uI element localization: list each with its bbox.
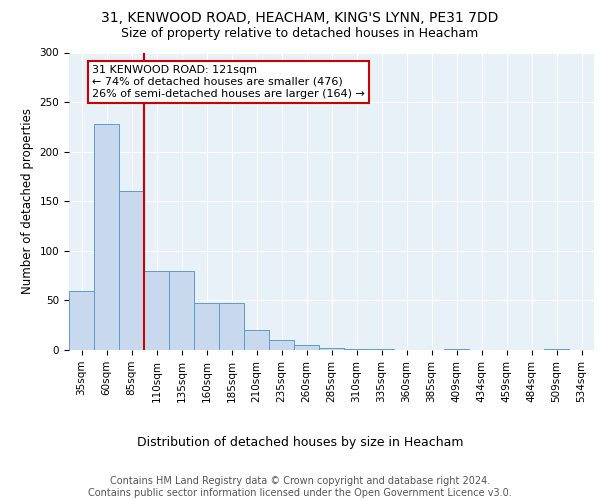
Bar [219, 304, 244, 350]
Bar [319, 348, 344, 350]
Bar [69, 290, 94, 350]
Bar [119, 192, 144, 350]
Text: Size of property relative to detached houses in Heacham: Size of property relative to detached ho… [121, 28, 479, 40]
Text: Distribution of detached houses by size in Heacham: Distribution of detached houses by size … [137, 436, 463, 449]
Bar [194, 304, 219, 350]
Bar [369, 349, 394, 350]
Text: Contains HM Land Registry data © Crown copyright and database right 2024.
Contai: Contains HM Land Registry data © Crown c… [88, 476, 512, 498]
Bar [244, 330, 269, 350]
Bar [269, 340, 294, 350]
Bar [444, 349, 469, 350]
Text: 31 KENWOOD ROAD: 121sqm
← 74% of detached houses are smaller (476)
26% of semi-d: 31 KENWOOD ROAD: 121sqm ← 74% of detache… [92, 66, 365, 98]
Bar [344, 349, 369, 350]
Bar [544, 349, 569, 350]
Y-axis label: Number of detached properties: Number of detached properties [21, 108, 34, 294]
Bar [294, 345, 319, 350]
Bar [144, 270, 169, 350]
Text: 31, KENWOOD ROAD, HEACHAM, KING'S LYNN, PE31 7DD: 31, KENWOOD ROAD, HEACHAM, KING'S LYNN, … [101, 12, 499, 26]
Bar [94, 124, 119, 350]
Bar [169, 270, 194, 350]
